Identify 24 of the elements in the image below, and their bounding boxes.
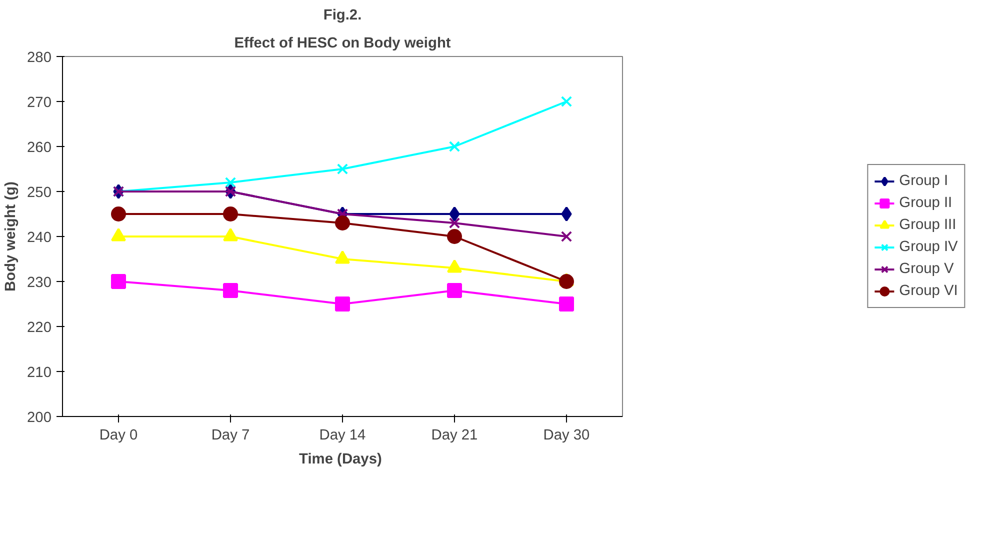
y-tick-label: 220 xyxy=(27,320,52,336)
y-tick-label: 200 xyxy=(27,410,52,426)
legend-label: Group V xyxy=(899,261,954,277)
legend-label: Group IV xyxy=(899,239,958,255)
y-tick-label: 260 xyxy=(27,140,52,156)
legend-label: Group I xyxy=(899,173,948,189)
x-tick-label: Day 30 xyxy=(543,428,590,444)
chart-subtitle: Effect of HESC on Body weight xyxy=(234,36,451,52)
x-tick-label: Day 7 xyxy=(211,428,250,444)
x-axis-title: Time (Days) xyxy=(299,452,382,468)
y-tick-label: 240 xyxy=(27,230,52,246)
legend-label: Group II xyxy=(899,195,952,211)
y-tick-label: 270 xyxy=(27,95,52,111)
y-tick-label: 210 xyxy=(27,365,52,381)
legend-label: Group III xyxy=(899,217,956,233)
x-tick-label: Day 21 xyxy=(431,428,478,444)
y-axis-title: Body weight (g) xyxy=(3,181,20,292)
y-tick-label: 230 xyxy=(27,275,52,291)
x-tick-label: Day 0 xyxy=(99,428,138,444)
y-tick-label: 250 xyxy=(27,185,52,201)
legend-label: Group VI xyxy=(899,283,958,299)
x-tick-label: Day 14 xyxy=(319,428,366,444)
y-tick-label: 280 xyxy=(27,50,52,66)
chart-title: Fig.2. xyxy=(323,8,362,24)
